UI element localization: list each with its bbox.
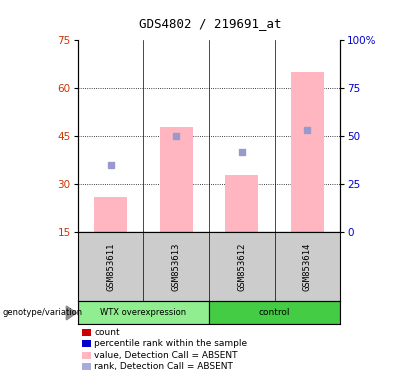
Text: genotype/variation: genotype/variation [2,308,82,318]
Text: percentile rank within the sample: percentile rank within the sample [94,339,248,348]
Bar [209,301,340,324]
Bar [160,127,192,232]
Point [239,149,245,156]
Text: WTX overexpression: WTX overexpression [100,308,186,318]
Point [173,133,179,139]
Point [107,162,114,168]
Text: GSM853613: GSM853613 [172,243,181,291]
Text: GDS4802 / 219691_at: GDS4802 / 219691_at [139,17,281,30]
Text: GSM853612: GSM853612 [237,243,246,291]
Text: value, Detection Call = ABSENT: value, Detection Call = ABSENT [94,351,238,360]
Bar [78,301,209,324]
Point [304,127,311,133]
Text: count: count [94,328,120,337]
Text: control: control [259,308,290,318]
Bar [94,197,127,232]
Bar [226,175,258,232]
Bar [291,72,324,232]
Text: rank, Detection Call = ABSENT: rank, Detection Call = ABSENT [94,362,234,371]
Text: GSM853611: GSM853611 [106,243,115,291]
Text: GSM853614: GSM853614 [303,243,312,291]
Polygon shape [66,306,76,320]
